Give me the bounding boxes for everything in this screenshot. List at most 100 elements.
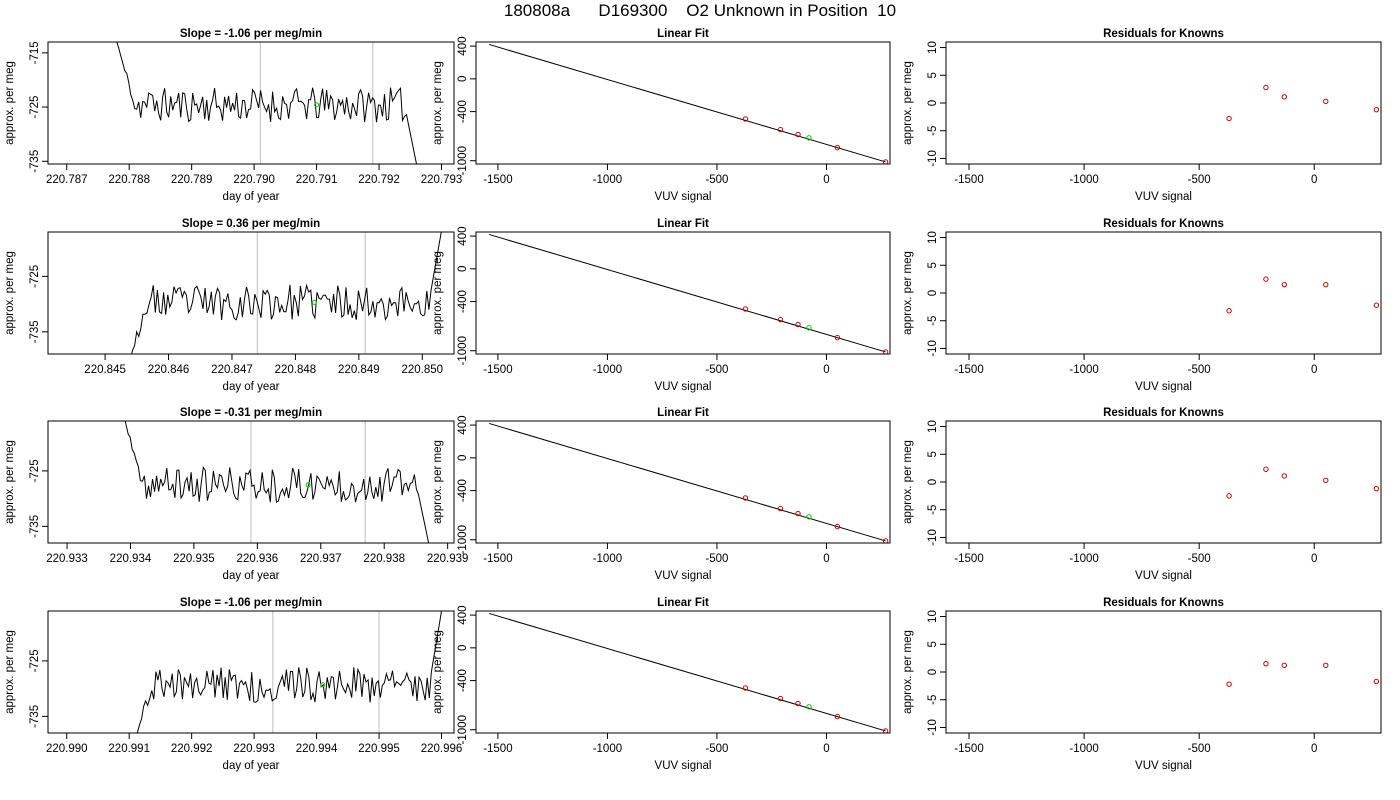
x-tick-label: 220.847 xyxy=(211,364,253,376)
y-tick-label: 400 xyxy=(457,416,469,435)
residual-point xyxy=(1226,308,1232,314)
known-point xyxy=(777,126,784,133)
x-tick-label: 220.938 xyxy=(363,553,405,565)
x-tick-label: -1000 xyxy=(1069,743,1098,755)
plot-frame xyxy=(475,610,891,734)
y-tick-label: -1000 xyxy=(457,336,469,365)
x-tick-label: -1000 xyxy=(593,364,622,376)
y-tick-label: -1000 xyxy=(457,525,469,554)
known-point xyxy=(882,349,889,354)
y-tick-label: -5 xyxy=(927,126,939,136)
x-tick-label: -1500 xyxy=(483,364,512,376)
known-point xyxy=(834,144,841,151)
y-tick-label: 0 xyxy=(927,669,939,675)
unknown-mean-marker xyxy=(320,682,326,688)
residual-point xyxy=(1281,94,1288,100)
panel-title: Slope = -1.06 per meg/min xyxy=(180,597,322,609)
residual-point xyxy=(1281,662,1288,669)
x-tick-label: 220.849 xyxy=(338,364,380,376)
plot-frame xyxy=(945,610,1382,734)
residual-point xyxy=(1226,681,1232,687)
unknown-mean-marker xyxy=(311,299,317,305)
y-tick-label: 0 xyxy=(927,100,939,106)
y-tick-label: 400 xyxy=(457,37,469,56)
residual-point xyxy=(1373,302,1380,308)
y-tick-label: -10 xyxy=(927,340,939,357)
y-axis-label: approx. per meg xyxy=(4,251,16,335)
x-tick-label: -1500 xyxy=(954,364,983,376)
y-tick-label: -725 xyxy=(29,649,41,672)
unknown-mean-marker xyxy=(305,482,311,488)
x-tick-label: 220.992 xyxy=(171,743,213,755)
panel-title: Linear Fit xyxy=(657,218,709,230)
unknown-point xyxy=(806,135,812,141)
fit-line xyxy=(489,422,886,542)
unknown-point xyxy=(806,514,812,520)
signal-trace xyxy=(136,611,442,733)
fit-line xyxy=(489,612,886,732)
y-tick-label: 400 xyxy=(457,606,469,625)
x-tick-label: 220.991 xyxy=(108,743,150,755)
residual-point xyxy=(1373,678,1380,685)
y-tick-label: -5 xyxy=(927,695,939,705)
x-tick-label: 0 xyxy=(1311,743,1317,755)
x-tick-label: -1000 xyxy=(1069,553,1098,565)
plot-area xyxy=(1226,660,1380,687)
residual-point xyxy=(1323,98,1329,105)
residual-point xyxy=(1323,662,1329,669)
panel-title: Linear Fit xyxy=(657,597,709,609)
y-tick-label: 0 xyxy=(927,479,939,485)
residual-point xyxy=(1263,84,1269,91)
y-tick-label: -1000 xyxy=(457,715,469,744)
plot-area xyxy=(131,232,442,354)
known-point xyxy=(834,334,841,341)
y-tick-label: 0 xyxy=(457,455,469,461)
x-tick-label: -500 xyxy=(705,174,728,186)
panel-title: Slope = -0.31 per meg/min xyxy=(180,407,322,419)
y-tick-label: -1000 xyxy=(457,146,469,175)
x-tick-label: -500 xyxy=(1188,553,1211,565)
x-tick-label: 220.791 xyxy=(296,174,338,186)
panel-title: Residuals for Knowns xyxy=(1103,597,1224,609)
plot-area xyxy=(489,612,889,733)
residual-point xyxy=(1263,466,1269,472)
x-axis-label: VUV signal xyxy=(655,191,712,203)
y-tick-label: 400 xyxy=(457,227,469,246)
y-axis-label: approx. per meg xyxy=(432,440,444,524)
residual-point xyxy=(1323,477,1329,484)
x-tick-label: -500 xyxy=(1188,743,1211,755)
fit-line xyxy=(489,233,886,353)
y-axis-label: approx. per meg xyxy=(902,251,914,335)
x-tick-label: 220.790 xyxy=(233,174,275,186)
x-tick-label: 220.939 xyxy=(427,553,469,565)
x-tick-label: -1000 xyxy=(593,174,622,186)
x-axis-label: VUV signal xyxy=(655,570,712,582)
plot-area xyxy=(136,611,442,733)
y-axis-label: approx. per meg xyxy=(4,440,16,524)
plot-frame xyxy=(47,41,455,165)
plot-frame xyxy=(475,231,891,355)
panel-title: Residuals for Knowns xyxy=(1103,28,1224,40)
x-axis-label: VUV signal xyxy=(1135,760,1192,772)
plot-area xyxy=(116,42,417,164)
x-tick-label: 220.937 xyxy=(300,553,342,565)
x-tick-label: 220.995 xyxy=(358,743,400,755)
y-tick-label: 5 xyxy=(927,262,939,268)
y-tick-label: -400 xyxy=(457,669,469,692)
y-tick-label: 5 xyxy=(927,641,939,647)
y-tick-label: 10 xyxy=(927,610,939,623)
x-tick-label: -500 xyxy=(1188,364,1211,376)
residual-point xyxy=(1263,276,1269,282)
x-tick-label: -1000 xyxy=(1069,364,1098,376)
x-tick-label: 220.933 xyxy=(46,553,88,565)
x-tick-label: 220.788 xyxy=(108,174,150,186)
residual-point xyxy=(1323,281,1329,288)
known-point xyxy=(795,700,801,707)
residual-point xyxy=(1226,493,1232,499)
